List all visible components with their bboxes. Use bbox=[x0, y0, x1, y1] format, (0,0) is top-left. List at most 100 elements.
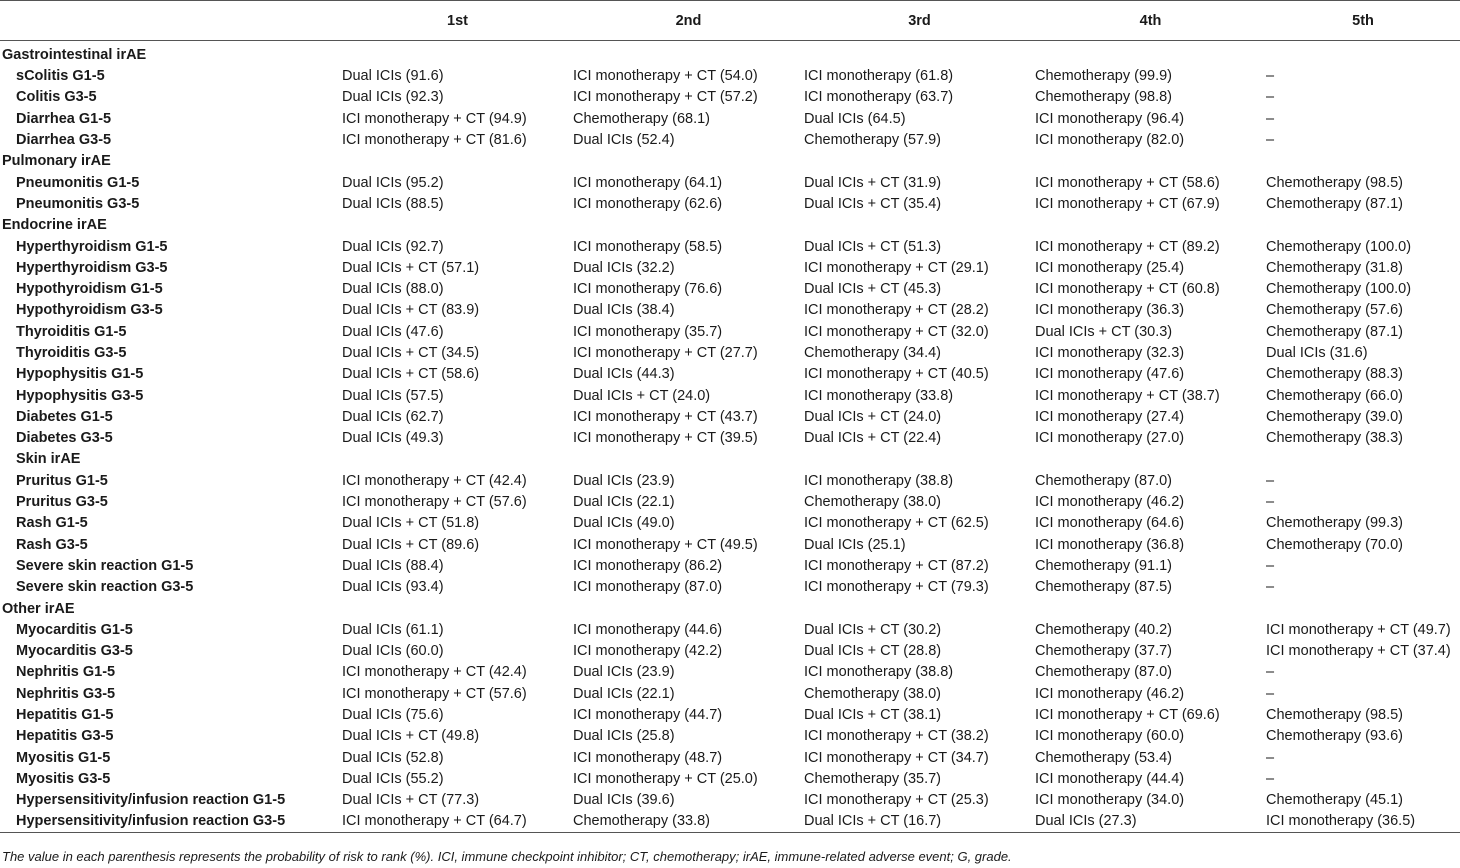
category-row: Other irAE bbox=[0, 598, 1460, 619]
row-label: Pruritus G3-5 bbox=[16, 494, 108, 511]
row-label: Diabetes G3-5 bbox=[16, 430, 113, 447]
rank-cell: Chemotherapy (45.1) bbox=[1266, 792, 1404, 809]
table-row: Hepatitis G3-5 Dual ICIs + CT (49.8) Dual … bbox=[0, 726, 1460, 747]
empty-cell bbox=[804, 215, 1035, 236]
rank-cell: ICI monotherapy + CT (29.1) bbox=[804, 259, 989, 276]
rank-cell: Chemotherapy (99.9) bbox=[1035, 68, 1173, 85]
rank-cell: ICI monotherapy + CT (43.7) bbox=[573, 408, 758, 425]
row-label: Hepatitis G1-5 bbox=[16, 707, 114, 724]
rank-cell: ICI monotherapy + CT (69.6) bbox=[1035, 707, 1220, 724]
rank-cell: Chemotherapy (53.4) bbox=[1035, 749, 1173, 766]
rank-cell: – bbox=[1266, 494, 1275, 511]
rank-cell: ICI monotherapy (36.3) bbox=[1035, 302, 1185, 319]
table-row: Diarrhea G1-5 ICI monotherapy + CT (94.9)… bbox=[0, 109, 1460, 130]
empty-cell bbox=[1035, 151, 1266, 172]
rank-cell: – bbox=[1266, 132, 1275, 149]
rank-cell: ICI monotherapy + CT (39.5) bbox=[573, 430, 758, 447]
table-row: Pruritus G1-5 ICI monotherapy + CT (42.4)… bbox=[0, 471, 1460, 492]
row-label: Hypothyroidism G3-5 bbox=[16, 302, 163, 319]
empty-cell bbox=[1035, 449, 1266, 470]
table-row: Hypothyroidism G1-5 Dual ICIs (88.0) ICI m… bbox=[0, 279, 1460, 300]
rank-cell: Chemotherapy (57.6) bbox=[1266, 302, 1404, 319]
table-row: Diarrhea G3-5 ICI monotherapy + CT (81.6)… bbox=[0, 130, 1460, 151]
row-label: Severe skin reaction G1-5 bbox=[16, 557, 194, 574]
rank-cell: Chemotherapy (31.8) bbox=[1266, 259, 1404, 276]
row-label: Severe skin reaction G3-5 bbox=[16, 579, 194, 596]
table-row: Hypothyroidism G3-5 Dual ICIs + CT (83.9)… bbox=[0, 300, 1460, 321]
rank-cell: Dual ICIs + CT (57.1) bbox=[342, 259, 480, 276]
rank-cell: Dual ICIs (92.3) bbox=[342, 89, 444, 106]
rank-cell: ICI monotherapy (58.5) bbox=[573, 238, 723, 255]
rank-cell: – bbox=[1266, 579, 1275, 596]
rank-cell: Dual ICIs + CT (31.9) bbox=[804, 174, 942, 191]
table-row: Hypersensitivity/infusion reaction G1-5 D… bbox=[0, 790, 1460, 811]
rank-cell: Dual ICIs + CT (89.6) bbox=[342, 536, 480, 553]
table-row: Diabetes G3-5 Dual ICIs (49.3) ICI monothe… bbox=[0, 428, 1460, 449]
empty-cell bbox=[573, 41, 804, 67]
table-header: 1st 2nd 3rd 4th 5th bbox=[0, 0, 1460, 41]
rank-cell: Dual ICIs (25.1) bbox=[804, 536, 906, 553]
table-row: Hyperthyroidism G1-5 Dual ICIs (92.7) ICI … bbox=[0, 236, 1460, 257]
rank-cell: ICI monotherapy + CT (49.7) bbox=[1266, 621, 1451, 638]
row-label: Thyroiditis G1-5 bbox=[16, 323, 127, 340]
category-label: Endocrine irAE bbox=[2, 217, 107, 234]
rank-cell: ICI monotherapy (87.0) bbox=[573, 579, 723, 596]
rank-cell: ICI monotherapy (60.0) bbox=[1035, 728, 1185, 745]
row-label: Nephritis G3-5 bbox=[16, 685, 116, 702]
table-row: Pruritus G3-5 ICI monotherapy + CT (57.6)… bbox=[0, 492, 1460, 513]
rank-cell: Dual ICIs (95.2) bbox=[342, 174, 444, 191]
rank-cell: Chemotherapy (66.0) bbox=[1266, 387, 1404, 404]
rank-cell: Dual ICIs (88.5) bbox=[342, 195, 444, 212]
rank-cell: ICI monotherapy (46.2) bbox=[1035, 685, 1185, 702]
rank-cell: Chemotherapy (87.1) bbox=[1266, 195, 1404, 212]
rank-cell: Chemotherapy (87.0) bbox=[1035, 664, 1173, 681]
rank-cell: Chemotherapy (57.9) bbox=[804, 132, 942, 149]
table-row: Severe skin reaction G3-5 Dual ICIs (93.4… bbox=[0, 577, 1460, 598]
rank-cell: Chemotherapy (34.4) bbox=[804, 345, 942, 361]
table-row: Thyroiditis G3-5 Dual ICIs + CT (34.5) ICI… bbox=[0, 343, 1460, 364]
rank-cell: – bbox=[1266, 770, 1275, 787]
rank-cell: ICI monotherapy + CT (25.0) bbox=[573, 770, 758, 787]
rank-cell: – bbox=[1266, 472, 1275, 489]
rank-cell: ICI monotherapy + CT (87.2) bbox=[804, 557, 989, 574]
row-label: Colitis G3-5 bbox=[16, 89, 97, 106]
table-row: sColitis G1-5 Dual ICIs (91.6) ICI monothe… bbox=[0, 66, 1460, 87]
table-row: Severe skin reaction G1-5 Dual ICIs (88.4… bbox=[0, 556, 1460, 577]
rank-cell: ICI monotherapy + CT (38.2) bbox=[804, 728, 989, 745]
category-label: Pulmonary irAE bbox=[2, 153, 111, 170]
rank-cell: ICI monotherapy (36.5) bbox=[1266, 811, 1460, 834]
rank-cell: ICI monotherapy + CT (67.9) bbox=[1035, 195, 1220, 212]
rank-cell: ICI monotherapy (38.8) bbox=[804, 664, 954, 681]
rank-cell: – bbox=[1266, 664, 1275, 681]
rank-cell: Dual ICIs (38.4) bbox=[573, 302, 675, 319]
rank-cell: Chemotherapy (88.3) bbox=[1266, 366, 1404, 383]
rank-cell: Dual ICIs + CT (22.4) bbox=[804, 430, 942, 447]
rank-cell: ICI monotherapy (82.0) bbox=[1035, 132, 1185, 149]
category-row: Pulmonary irAE bbox=[0, 151, 1460, 172]
rank-cell: – bbox=[1266, 110, 1275, 127]
row-label: Myositis G3-5 bbox=[16, 770, 111, 787]
rank-cell: Dual ICIs + CT (58.6) bbox=[342, 366, 480, 383]
rank-cell: Dual ICIs + CT (45.3) bbox=[804, 281, 942, 298]
rank-cell: Dual ICIs (57.5) bbox=[342, 387, 444, 404]
empty-cell bbox=[804, 449, 1035, 470]
rank-cell: Chemotherapy (100.0) bbox=[1266, 238, 1412, 255]
ranking-table: 1st 2nd 3rd 4th 5th Gastrointestinal irA… bbox=[0, 0, 1460, 834]
table-row: Hypersensitivity/infusion reaction G3-5 I… bbox=[0, 811, 1460, 834]
rank-cell: ICI monotherapy (35.7) bbox=[573, 323, 723, 340]
table-row: Nephritis G3-5 ICI monotherapy + CT (57.6… bbox=[0, 684, 1460, 705]
empty-cell bbox=[342, 449, 573, 470]
category-row: Skin irAE bbox=[0, 449, 1460, 470]
category-row: Endocrine irAE bbox=[0, 215, 1460, 236]
table-row: Pneumonitis G3-5 Dual ICIs (88.5) ICI mono… bbox=[0, 194, 1460, 215]
table-row: Colitis G3-5 Dual ICIs (92.3) ICI monother… bbox=[0, 87, 1460, 108]
table-row: Diabetes G1-5 Dual ICIs (62.7) ICI monothe… bbox=[0, 407, 1460, 428]
rank-cell: ICI monotherapy + CT (94.9) bbox=[342, 110, 527, 127]
rank-cell: ICI monotherapy (36.8) bbox=[1035, 536, 1185, 553]
rank-cell: ICI monotherapy + CT (32.0) bbox=[804, 323, 989, 340]
rank-cell: Chemotherapy (38.0) bbox=[804, 494, 942, 511]
table-row: Thyroiditis G1-5 Dual ICIs (47.6) ICI mono… bbox=[0, 322, 1460, 343]
rank-cell: Chemotherapy (87.5) bbox=[1035, 579, 1173, 596]
empty-cell bbox=[342, 41, 573, 67]
